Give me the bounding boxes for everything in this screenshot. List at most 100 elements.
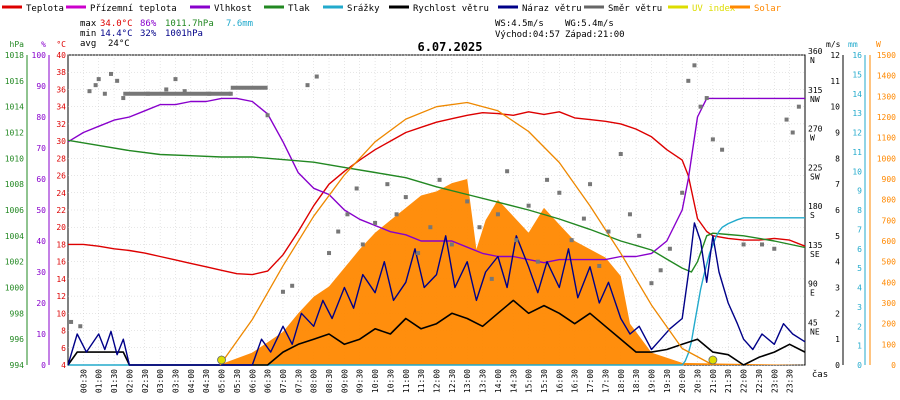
mm-axis-tick: 14: [852, 90, 862, 99]
wind-direction-point: [545, 177, 550, 182]
stat-avg-label: avg: [80, 39, 96, 49]
wind-direction-point: [121, 96, 126, 101]
wind-direction-point: [526, 203, 531, 208]
mm-axis-tick: 1: [857, 342, 862, 351]
temp-axis-tick: 6: [61, 344, 66, 353]
mm-axis-tick: 15: [852, 70, 862, 79]
legend-label: Teplota: [26, 4, 64, 14]
pct-axis-tick: 100: [32, 51, 47, 60]
legend-label: UV index: [692, 4, 736, 14]
wind-direction-point: [618, 152, 623, 157]
wind-direction-point: [557, 190, 562, 195]
wind-direction-point: [87, 89, 92, 94]
hpa-axis-tick: 1012: [5, 129, 24, 138]
hpa-axis-tick: 994: [10, 361, 25, 370]
temp-axis-tick: 12: [56, 292, 66, 301]
stat-max-rain: 7.6mm: [226, 19, 253, 29]
w-axis-tick: 100: [882, 340, 897, 349]
wind-direction-point: [514, 238, 519, 243]
temp-axis-tick: 14: [56, 275, 66, 284]
stat-max-temp: 34.0°C: [100, 19, 133, 29]
temp-axis-tick: 8: [61, 327, 66, 336]
x-tick-label: 15:00: [525, 369, 534, 393]
winddir-direction: NE: [810, 327, 820, 336]
temp-axis-tick: 16: [56, 258, 66, 267]
temp-axis-tick: 26: [56, 172, 66, 181]
legend-label: Tlak: [288, 4, 310, 14]
pct-axis-tick: 90: [36, 82, 46, 91]
x-tick-label: 05:00: [218, 369, 227, 393]
w-axis-label: W: [876, 40, 881, 49]
winddir-tick: 90: [808, 280, 818, 289]
mm-axis-tick: 8: [857, 206, 862, 215]
series-tlak: [67, 139, 806, 273]
wind-direction-point: [505, 169, 510, 174]
wind-direction-point: [606, 229, 611, 234]
x-tick-label: 00:30: [79, 369, 88, 393]
wind-direction-point: [96, 77, 101, 82]
series-náraz-větru: [67, 222, 806, 366]
wind-direction-point: [314, 74, 319, 79]
wind-direction-point: [704, 96, 709, 101]
x-tick-label: 03:00: [156, 369, 165, 393]
wind-direction-point: [115, 78, 120, 83]
w-axis-tick: 300: [882, 299, 897, 308]
wind-direction-point: [495, 212, 500, 217]
legend-label: Solar: [754, 4, 782, 14]
x-tick-label: 02:30: [141, 369, 150, 393]
ms-axis-tick: 11: [830, 77, 840, 86]
winddir-direction: W: [810, 134, 815, 143]
x-tick-label: 04:30: [202, 369, 211, 393]
pct-axis-tick: 80: [36, 113, 46, 122]
w-axis-tick: 1500: [877, 51, 896, 60]
uv-marker: [217, 355, 226, 365]
x-tick-label: 20:00: [678, 369, 687, 393]
hpa-axis-tick: 1004: [5, 232, 24, 241]
stat-max-press: 1011.7hPa: [165, 19, 214, 29]
temp-axis-tick: 36: [56, 85, 66, 94]
wind-direction-points: [69, 63, 801, 329]
wind-direction-point: [437, 177, 442, 182]
wind-direction-point: [680, 190, 685, 195]
temp-axis-tick: 32: [56, 120, 66, 129]
temp-axis-tick: 18: [56, 240, 66, 249]
wind-direction-point: [360, 242, 365, 247]
legend-label: Rychlost větru: [413, 4, 489, 14]
mm-axis-tick: 13: [852, 109, 862, 118]
ms-axis-tick: 3: [835, 284, 840, 293]
legend-label: Náraz větru: [522, 4, 582, 14]
pct-axis-label: %: [41, 40, 46, 49]
wind-direction-point: [290, 283, 295, 288]
mm-axis-tick: 3: [857, 303, 862, 312]
x-tick-label: 19:30: [663, 369, 672, 393]
wind-direction-point: [698, 104, 703, 109]
wind-direction-point: [173, 77, 178, 82]
x-tick-label: 06:00: [248, 369, 257, 393]
winddir-direction: E: [810, 289, 815, 298]
wind-direction-point: [569, 238, 574, 243]
mm-axis-tick: 12: [852, 129, 862, 138]
winddir-direction: NW: [810, 95, 820, 104]
x-tick-label: 01:30: [110, 369, 119, 393]
wind-direction-point: [428, 225, 433, 230]
w-axis-tick: 200: [882, 320, 897, 329]
x-tick-label: 07:30: [294, 369, 303, 393]
wind-direction-point: [345, 212, 350, 217]
temp-axis-tick: 22: [56, 206, 66, 215]
temp-axis-tick: 30: [56, 137, 66, 146]
winddir-direction: SE: [810, 250, 820, 259]
x-tick-label: 19:00: [647, 369, 656, 393]
wind-direction-point: [164, 87, 169, 92]
temp-axis-tick: 10: [56, 309, 66, 318]
x-tick-label: 20:30: [694, 369, 703, 393]
ms-axis-tick: 0: [835, 361, 840, 370]
ms-axis-tick: 4: [835, 258, 840, 267]
x-tick-label: 10:00: [371, 369, 380, 393]
hpa-axis-tick: 1018: [5, 51, 24, 60]
wind-direction-point: [588, 182, 593, 187]
wind-direction-point: [78, 324, 83, 329]
pct-axis-tick: 20: [36, 299, 46, 308]
x-tick-label: 06:30: [264, 369, 273, 393]
axes: 00:30 01:00 01:30 02:00 02:30 03:00 03:30 04:00…: [5, 40, 896, 393]
uv-marker: [708, 355, 718, 365]
